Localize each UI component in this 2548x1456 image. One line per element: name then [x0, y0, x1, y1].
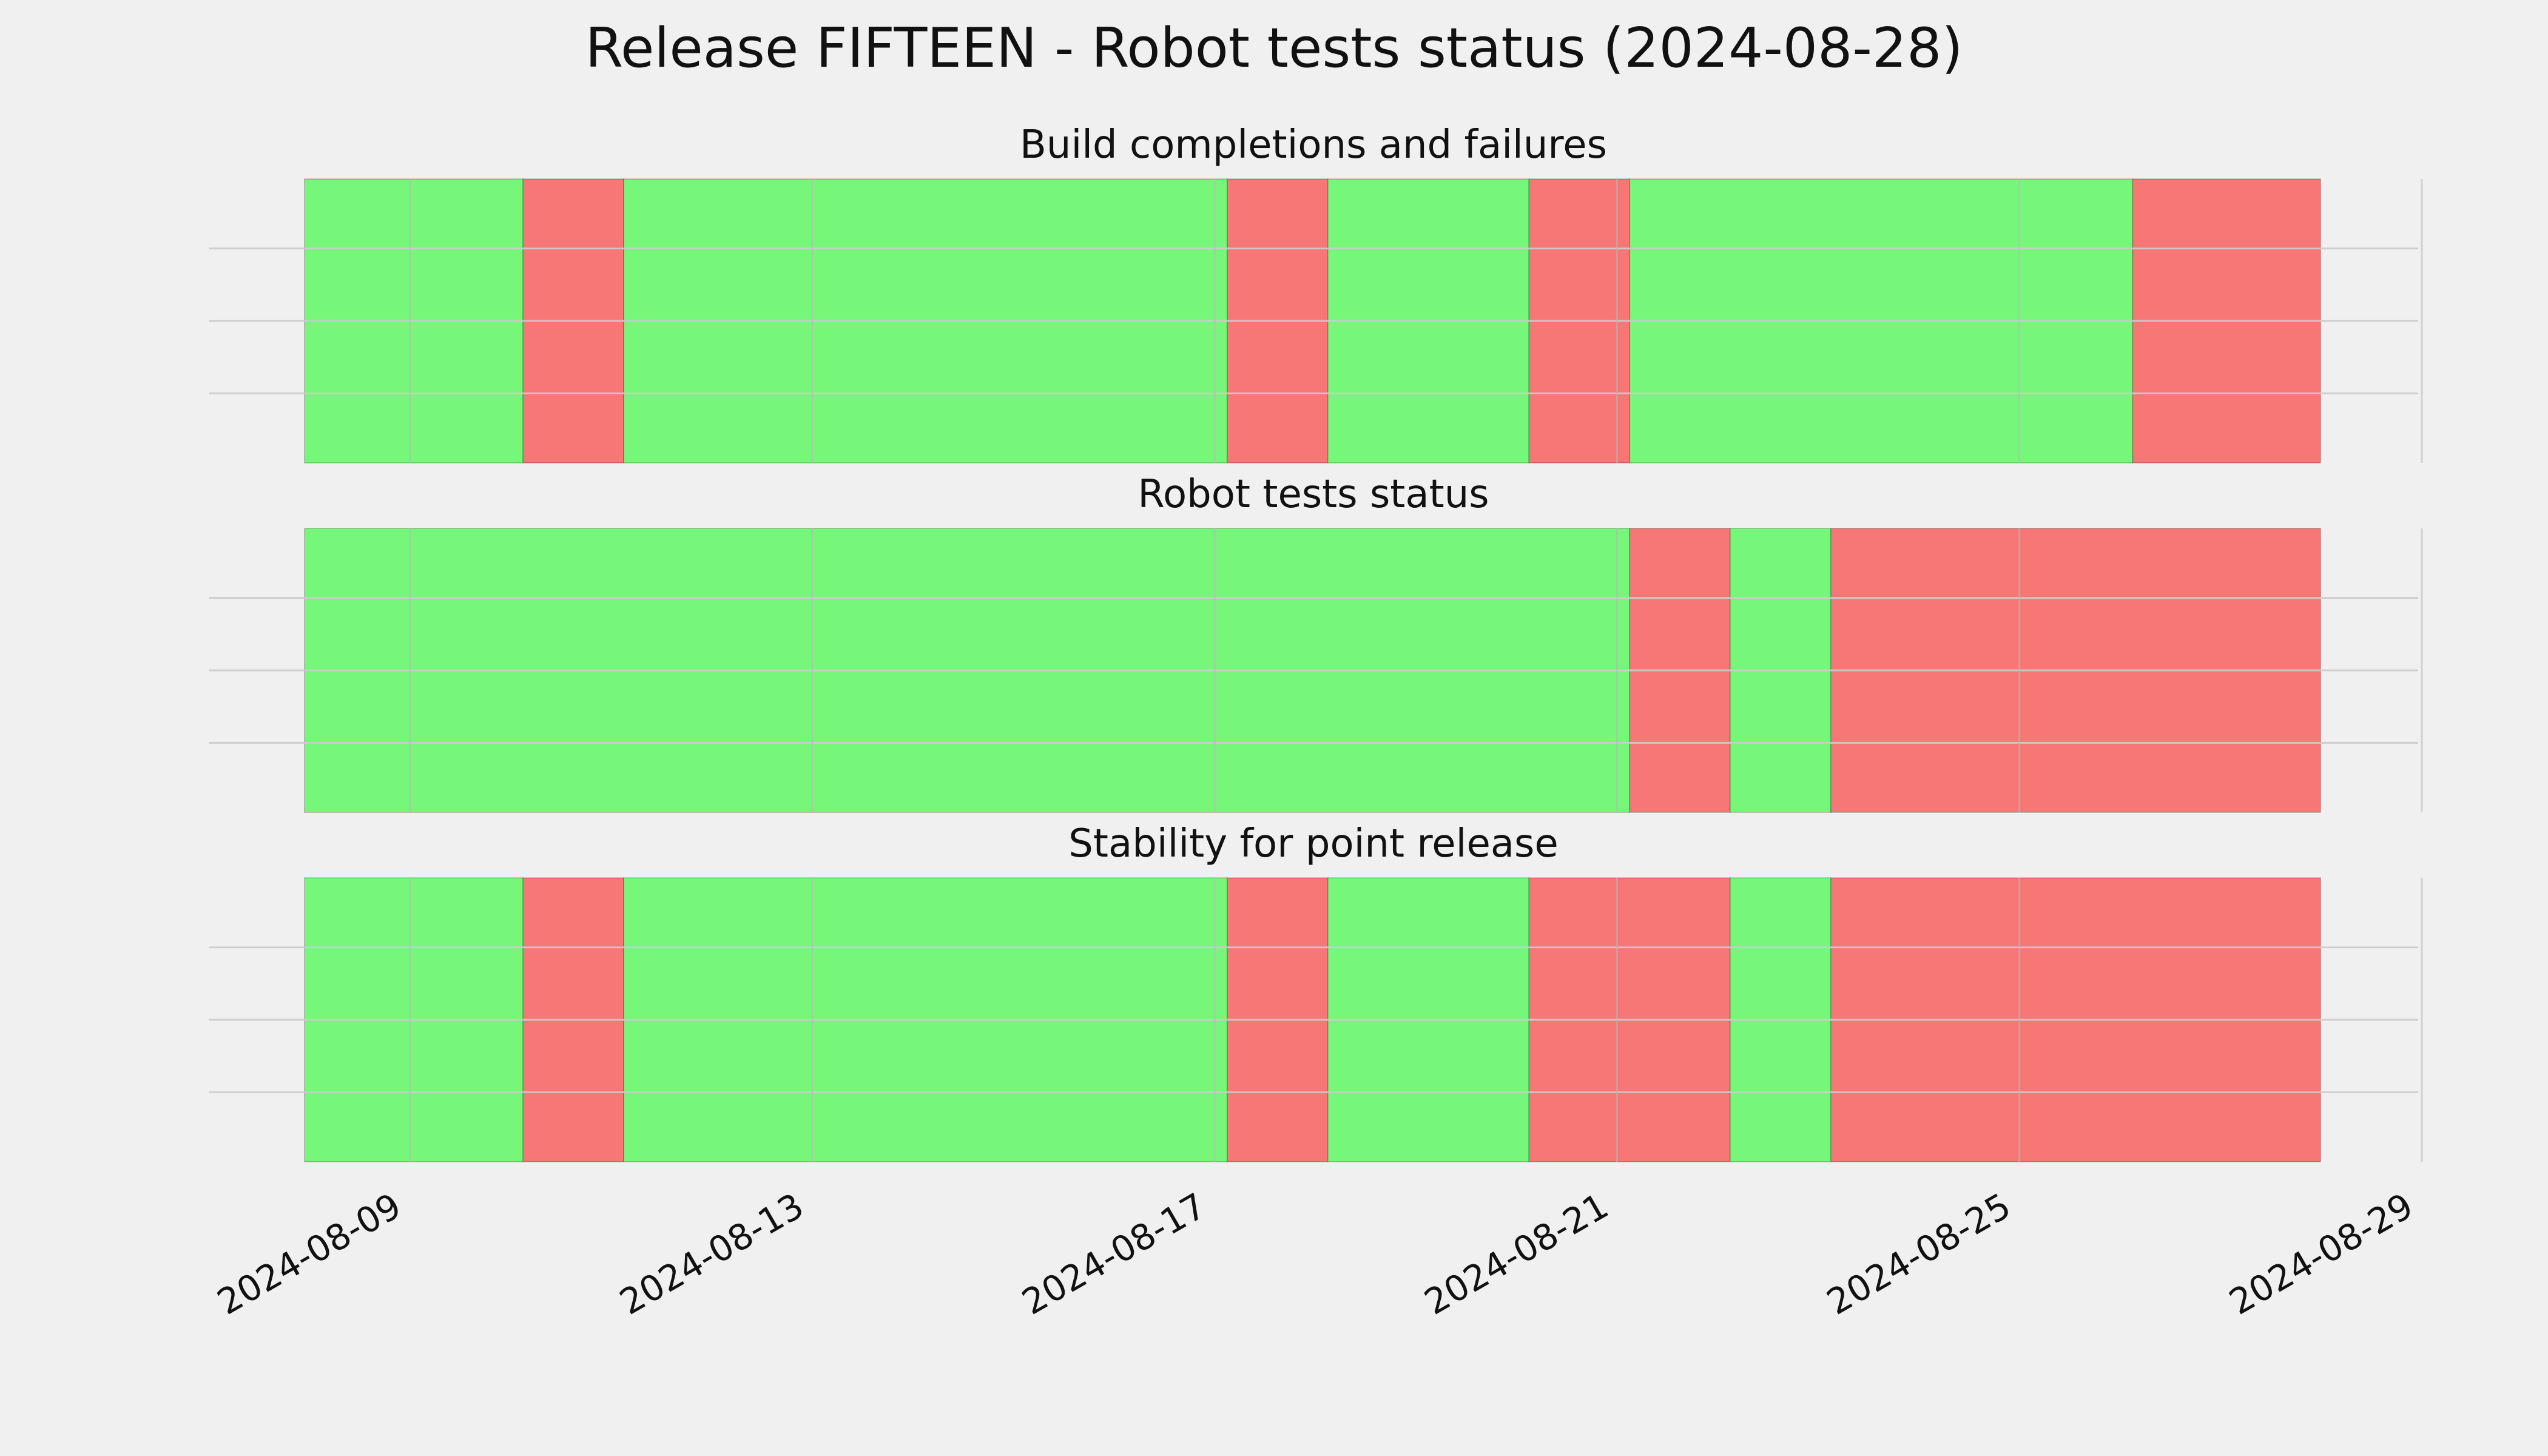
panel-2: Robot tests status	[209, 472, 2423, 813]
panel-title: Build completions and failures	[1020, 123, 1607, 167]
panel-title: Stability for point release	[1068, 821, 1559, 866]
panels-group: Build completions and failures Robot test…	[209, 123, 2423, 1162]
panel-title: Robot tests status	[1138, 472, 1489, 517]
panel-1: Build completions and failures	[209, 123, 2423, 463]
chart-title: Release FIFTEEN - Robot tests status (20…	[585, 16, 1963, 80]
panel-3: Stability for point release	[209, 821, 2423, 1162]
